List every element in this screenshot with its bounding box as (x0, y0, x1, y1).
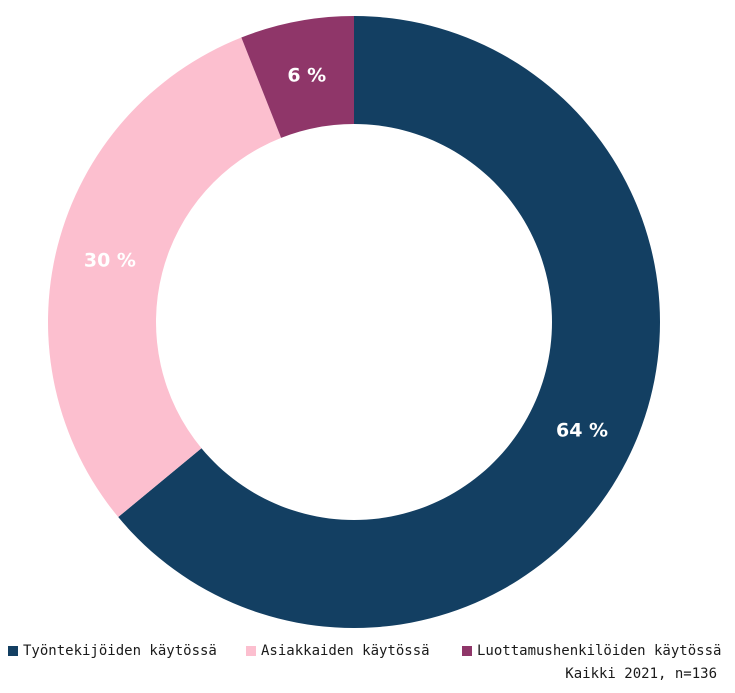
slice-labels: 64 % 30 % 6 % (84, 64, 608, 441)
footnote: Kaikki 2021, n=136 (565, 666, 717, 682)
slice-luottamushenkilot-label: 6 % (287, 64, 326, 86)
legend-item-tyontekijat: Työntekijöiden käytössä (8, 643, 217, 659)
legend-item-luottamushenkilot: Luottamushenkilöiden käytössä (462, 643, 721, 659)
slice-asiakkaat-label: 30 % (84, 249, 136, 271)
slice-asiakkaat (47, 37, 282, 518)
legend-swatch-asiakkaat (246, 646, 256, 656)
legend-swatch-luottamushenkilot (462, 646, 472, 656)
legend-label-asiakkaat: Asiakkaiden käytössä (261, 643, 430, 659)
legend-swatch-tyontekijat (8, 646, 18, 656)
legend-item-asiakkaat: Asiakkaiden käytössä (246, 643, 430, 659)
donut-chart: 64 % 30 % 6 % (47, 16, 660, 628)
slice-tyontekijat-label: 64 % (556, 419, 608, 441)
slice-tyontekijat (118, 16, 660, 628)
donut-slices (47, 16, 660, 628)
legend-label-tyontekijat: Työntekijöiden käytössä (23, 643, 217, 659)
slice-luottamushenkilot (241, 16, 354, 138)
legend-label-luottamushenkilot: Luottamushenkilöiden käytössä (477, 643, 722, 659)
legend: Työntekijöiden käytössä Asiakkaiden käyt… (8, 641, 730, 661)
